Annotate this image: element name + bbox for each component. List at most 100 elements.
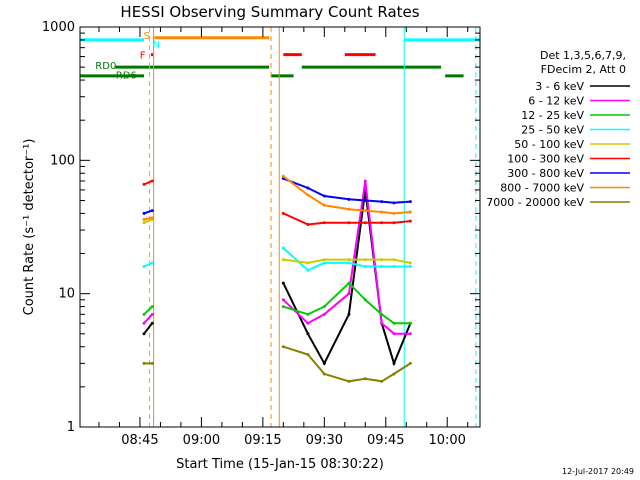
flag-label: RD6 — [116, 71, 137, 82]
series-layer — [142, 174, 412, 383]
series-line — [143, 177, 411, 215]
series-line — [143, 189, 412, 367]
data-point — [392, 211, 396, 215]
data-point — [392, 321, 396, 325]
legend-label: 3 - 6 keV — [535, 80, 584, 93]
series-line — [143, 281, 411, 325]
data-point — [306, 312, 310, 316]
data-point — [408, 219, 412, 223]
data-point — [408, 321, 412, 325]
x-tick-label: 08:45 — [121, 433, 158, 448]
data-point — [281, 211, 285, 215]
data-point — [150, 312, 154, 316]
data-point — [322, 258, 326, 262]
x-axis: 08:45 09:00 09:15 09:30 09:45 10:00 — [98, 27, 469, 448]
data-point — [363, 298, 367, 302]
data-point — [408, 332, 412, 336]
data-point — [142, 221, 146, 225]
data-point — [142, 264, 146, 268]
data-point — [380, 321, 384, 325]
data-point — [322, 221, 326, 225]
data-point — [408, 361, 412, 365]
data-point — [380, 264, 384, 268]
data-point — [347, 281, 351, 285]
data-point — [380, 258, 384, 262]
data-point — [142, 361, 146, 365]
legend-label: 800 - 7000 keV — [500, 182, 584, 195]
y-axis: 1 10 100 1000 — [42, 20, 480, 435]
data-point — [306, 321, 310, 325]
legend-label: 6 - 12 keV — [528, 95, 584, 108]
data-point — [150, 305, 154, 309]
data-point — [306, 261, 310, 265]
x-tick-label: 09:00 — [183, 433, 220, 448]
data-point — [347, 258, 351, 262]
data-point — [281, 258, 285, 262]
data-point — [322, 312, 326, 316]
series-line — [144, 345, 411, 383]
data-point — [408, 261, 412, 265]
data-point — [150, 179, 154, 183]
flag-label: RD0 — [95, 61, 116, 72]
data-point — [150, 261, 154, 265]
data-point — [363, 179, 367, 183]
data-point — [281, 174, 285, 178]
data-point — [363, 377, 367, 381]
data-point — [322, 261, 326, 265]
data-point — [380, 210, 384, 214]
data-point — [392, 264, 396, 268]
timestamp: 12-Jul-2017 20:49 — [562, 467, 634, 476]
legend-label: 50 - 100 keV — [514, 138, 584, 151]
data-point — [150, 209, 154, 213]
series-line — [143, 175, 411, 221]
data-point — [150, 361, 154, 365]
data-point — [322, 361, 326, 365]
data-point — [322, 203, 326, 207]
data-point — [306, 223, 310, 227]
data-point — [150, 216, 154, 220]
x-axis-label: Start Time (15-Jan-15 08:30:22) — [176, 457, 384, 472]
legend-header-line-1: Det 1,3,5,6,7,9, — [540, 49, 626, 62]
legend-label: 300 - 800 keV — [507, 167, 584, 180]
data-point — [392, 201, 396, 205]
data-point — [347, 221, 351, 225]
legend: Det 1,3,5,6,7,9, FDecim 2, Att 0 3 - 6 k… — [486, 49, 630, 209]
data-point — [142, 332, 146, 336]
data-point — [408, 210, 412, 214]
series-line — [143, 180, 411, 335]
data-point — [322, 194, 326, 198]
data-point — [363, 258, 367, 262]
data-point — [281, 246, 285, 250]
data-point — [322, 372, 326, 376]
x-tick-label: 09:45 — [367, 433, 404, 448]
data-point — [142, 211, 146, 215]
data-point — [363, 209, 367, 213]
data-point — [408, 264, 412, 268]
data-point — [363, 198, 367, 202]
data-point — [392, 258, 396, 262]
legend-header-line-2: FDecim 2, Att 0 — [541, 63, 626, 76]
data-point — [142, 182, 146, 186]
y-tick-label: 10 — [58, 287, 75, 302]
plot-frame — [79, 26, 481, 428]
data-point — [347, 207, 351, 211]
data-point — [281, 345, 285, 349]
data-point — [347, 379, 351, 383]
y-axis-label: Count Rate (s⁻¹ detector⁻¹) — [22, 139, 37, 316]
flag-label: N — [153, 40, 160, 51]
data-point — [392, 221, 396, 225]
data-point — [380, 312, 384, 316]
x-tick-label: 09:30 — [306, 433, 343, 448]
data-point — [150, 321, 154, 325]
data-point — [363, 264, 367, 268]
data-point — [347, 197, 351, 201]
y-tick-label: 1 — [67, 420, 75, 435]
data-point — [281, 281, 285, 285]
data-point — [281, 305, 285, 309]
data-point — [380, 379, 384, 383]
data-point — [142, 321, 146, 325]
data-point — [142, 217, 146, 221]
legend-label: 7000 - 20000 keV — [486, 196, 584, 209]
data-point — [363, 221, 367, 225]
